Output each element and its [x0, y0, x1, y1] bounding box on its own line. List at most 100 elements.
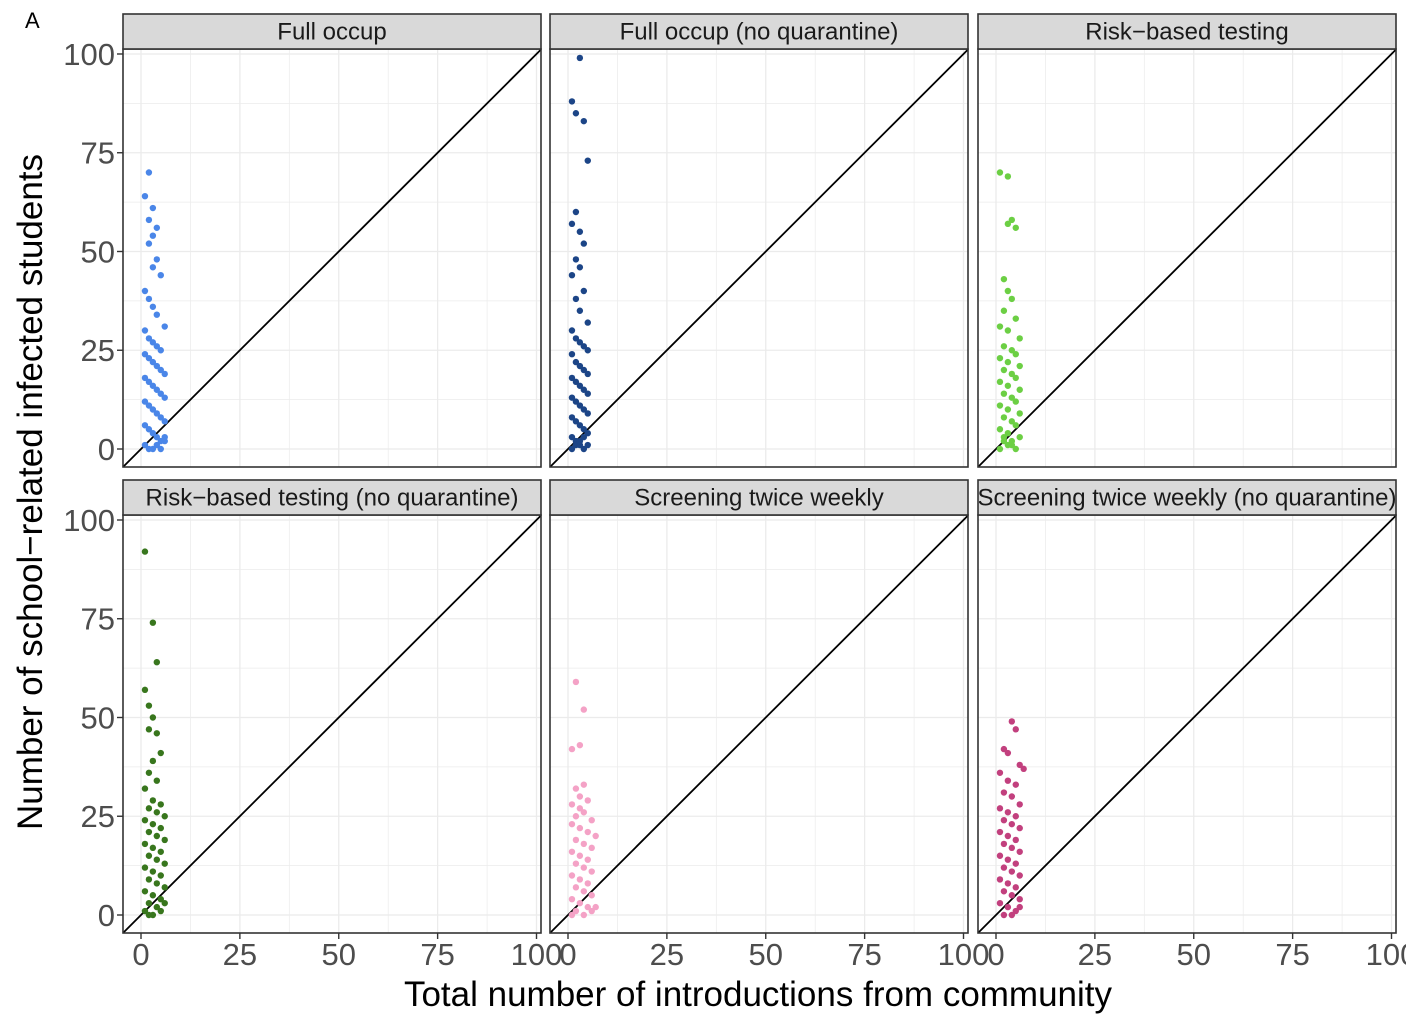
- data-point: [1000, 888, 1008, 895]
- data-point: [141, 422, 149, 429]
- data-point: [580, 287, 588, 295]
- panel-5: Screening twice weekly 0 25 50 75 100: [549, 479, 990, 972]
- x-tick-label: 100: [938, 937, 990, 972]
- data-point: [580, 426, 588, 433]
- data-point: [1016, 872, 1023, 879]
- data-point: [149, 382, 157, 389]
- data-point: [145, 426, 153, 433]
- y-tick-label: 75: [81, 136, 115, 171]
- data-point: [157, 347, 164, 354]
- y-axis-title: Number of school−related infected studen…: [11, 154, 50, 830]
- data-point: [141, 864, 149, 871]
- data-point: [584, 347, 591, 354]
- data-point: [568, 911, 576, 919]
- data-point: [153, 903, 161, 911]
- gridlines: [123, 515, 541, 933]
- gridlines: [123, 49, 541, 467]
- strip-title: Screening twice weekly: [634, 485, 883, 512]
- data-point: [157, 366, 164, 374]
- data-point: [161, 884, 168, 891]
- data-point: [141, 548, 149, 555]
- data-point: [584, 880, 591, 887]
- data-point: [580, 406, 588, 413]
- data-point: [576, 899, 584, 907]
- data-point: [145, 852, 153, 859]
- data-point: [1004, 749, 1012, 757]
- x-tick-label: 50: [749, 937, 783, 972]
- data-point: [1008, 820, 1016, 828]
- data-point: [1012, 350, 1019, 358]
- data-point: [149, 757, 157, 765]
- data-point: [149, 204, 157, 212]
- strip-background: [549, 479, 969, 516]
- data-point: [149, 358, 157, 366]
- data-point: [572, 398, 580, 405]
- x-tick-label: 100: [1366, 937, 1406, 972]
- data-point: [576, 339, 584, 346]
- x-tick-label: 100: [511, 937, 563, 972]
- data-point: [153, 880, 161, 887]
- data-point: [580, 366, 588, 374]
- data-point: [153, 362, 161, 370]
- data-point: [157, 907, 164, 915]
- data-point: [568, 350, 576, 358]
- data-point: [572, 836, 580, 844]
- data-point: [572, 378, 580, 386]
- data-point: [580, 343, 588, 350]
- data-point: [580, 433, 588, 441]
- data-point: [161, 323, 168, 330]
- data-point: [1012, 907, 1019, 915]
- data-point: [576, 793, 584, 800]
- data-point: [153, 856, 161, 863]
- strip-title: Risk−based testing: [1085, 19, 1288, 46]
- x-tick-label: 50: [1177, 937, 1211, 972]
- strip-title: Screening twice weekly (no quarantine): [978, 485, 1397, 512]
- data-point: [572, 678, 580, 686]
- y-tick-label: 25: [81, 333, 115, 368]
- data-point: [584, 319, 591, 326]
- data-point: [1016, 335, 1023, 342]
- data-point: [568, 745, 576, 753]
- data-point: [1012, 422, 1019, 429]
- data-point: [1016, 433, 1023, 441]
- data-point: [572, 907, 580, 915]
- points: [568, 678, 599, 919]
- data-point: [996, 169, 1004, 176]
- data-point: [1000, 366, 1008, 374]
- data-point: [568, 414, 576, 421]
- data-point: [568, 374, 576, 382]
- y-tick-label: 0: [98, 898, 115, 933]
- data-point: [145, 240, 153, 247]
- data-point: [149, 429, 157, 437]
- x-tick-label: 25: [223, 937, 257, 972]
- data-point: [996, 402, 1004, 409]
- data-point: [1008, 370, 1016, 378]
- y-tick-label: 0: [98, 432, 115, 467]
- data-point: [1008, 437, 1016, 445]
- data-point: [149, 303, 157, 310]
- data-point: [572, 884, 580, 891]
- data-point: [145, 335, 153, 342]
- data-point: [580, 445, 588, 453]
- identity-line: [978, 515, 1396, 933]
- data-point: [1008, 347, 1016, 354]
- data-point: [1012, 398, 1019, 405]
- data-point: [568, 394, 576, 401]
- data-point: [568, 801, 576, 808]
- data-point: [1004, 441, 1012, 449]
- data-point: [572, 335, 580, 342]
- data-point: [141, 287, 149, 295]
- data-point: [576, 852, 584, 859]
- data-point: [1008, 892, 1016, 899]
- data-point: [1008, 868, 1016, 875]
- y-tick-label: 100: [63, 37, 115, 72]
- data-point: [1000, 745, 1008, 753]
- data-point: [996, 876, 1004, 883]
- data-point: [580, 117, 588, 125]
- data-point: [568, 98, 576, 105]
- data-point: [1016, 903, 1023, 911]
- data-point: [141, 840, 149, 848]
- data-point: [145, 216, 153, 224]
- data-point: [157, 848, 164, 855]
